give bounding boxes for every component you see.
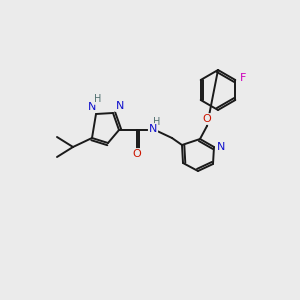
Text: O: O [202,114,211,124]
Text: N: N [88,102,96,112]
Text: N: N [217,142,225,152]
Text: N: N [149,124,157,134]
Text: O: O [133,149,141,159]
Text: N: N [116,101,124,111]
Text: F: F [240,73,247,83]
Text: H: H [153,117,161,127]
Text: H: H [94,94,102,104]
